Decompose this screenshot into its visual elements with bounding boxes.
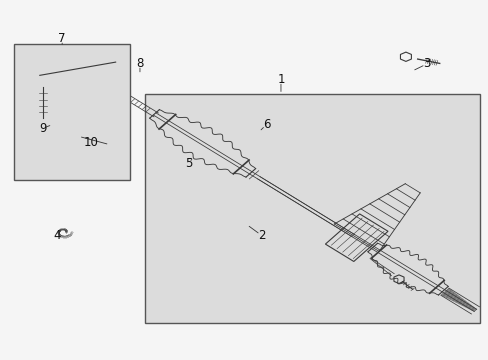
Text: 9: 9 (39, 122, 46, 135)
Text: 7: 7 (58, 32, 66, 45)
FancyBboxPatch shape (14, 44, 130, 180)
Text: 3: 3 (422, 57, 429, 71)
Text: 8: 8 (136, 57, 143, 71)
Text: 4: 4 (54, 229, 61, 242)
FancyBboxPatch shape (144, 94, 479, 323)
Text: 5: 5 (184, 157, 192, 170)
Text: 1: 1 (277, 73, 284, 86)
Text: 10: 10 (84, 136, 99, 149)
Text: 6: 6 (262, 118, 269, 131)
Text: 2: 2 (257, 229, 264, 242)
